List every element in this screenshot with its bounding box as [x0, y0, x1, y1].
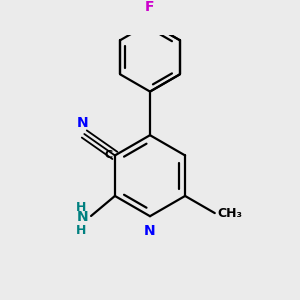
Text: H: H — [76, 201, 86, 214]
Text: N: N — [76, 210, 88, 224]
Text: F: F — [145, 0, 155, 14]
Text: N: N — [77, 116, 88, 130]
Text: CH₃: CH₃ — [217, 207, 242, 220]
Text: H: H — [76, 224, 86, 237]
Text: N: N — [144, 224, 156, 238]
Text: C: C — [105, 150, 113, 160]
